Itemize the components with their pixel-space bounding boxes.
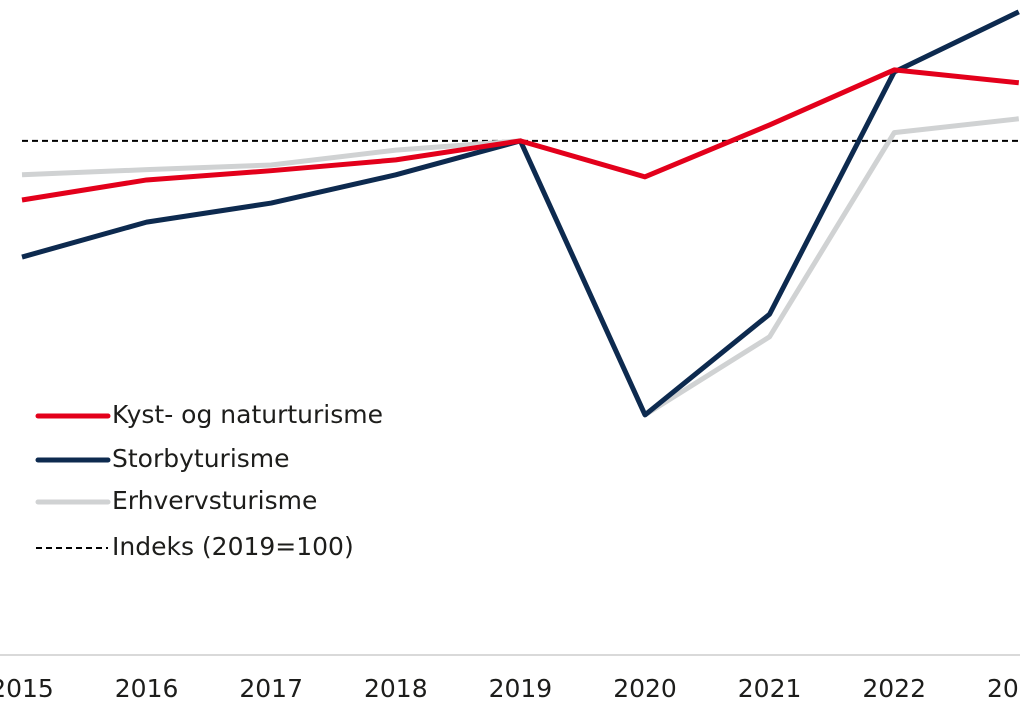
x-tick-label: 2020: [613, 674, 677, 702]
x-tick-label: 2016: [115, 674, 179, 702]
series-line: [21, 116, 1020, 418]
x-tick-label: 2022: [862, 674, 926, 702]
x-tick-label: 2023: [987, 674, 1020, 702]
x-tick-label: 2018: [364, 674, 428, 702]
legend-label: Indeks (2019=100): [112, 532, 354, 561]
x-tick-label: 2017: [239, 674, 303, 702]
legend-label: Erhvervsturisme: [112, 486, 317, 515]
x-tick-label: 2015: [0, 674, 54, 702]
x-tick-label: 2021: [738, 674, 802, 702]
series-line: [21, 9, 1020, 418]
legend-label: Kyst- og naturturisme: [112, 400, 383, 429]
legend-label: Storbyturisme: [112, 444, 290, 473]
series-line: [21, 67, 1020, 203]
x-tick-label: 2019: [489, 674, 553, 702]
